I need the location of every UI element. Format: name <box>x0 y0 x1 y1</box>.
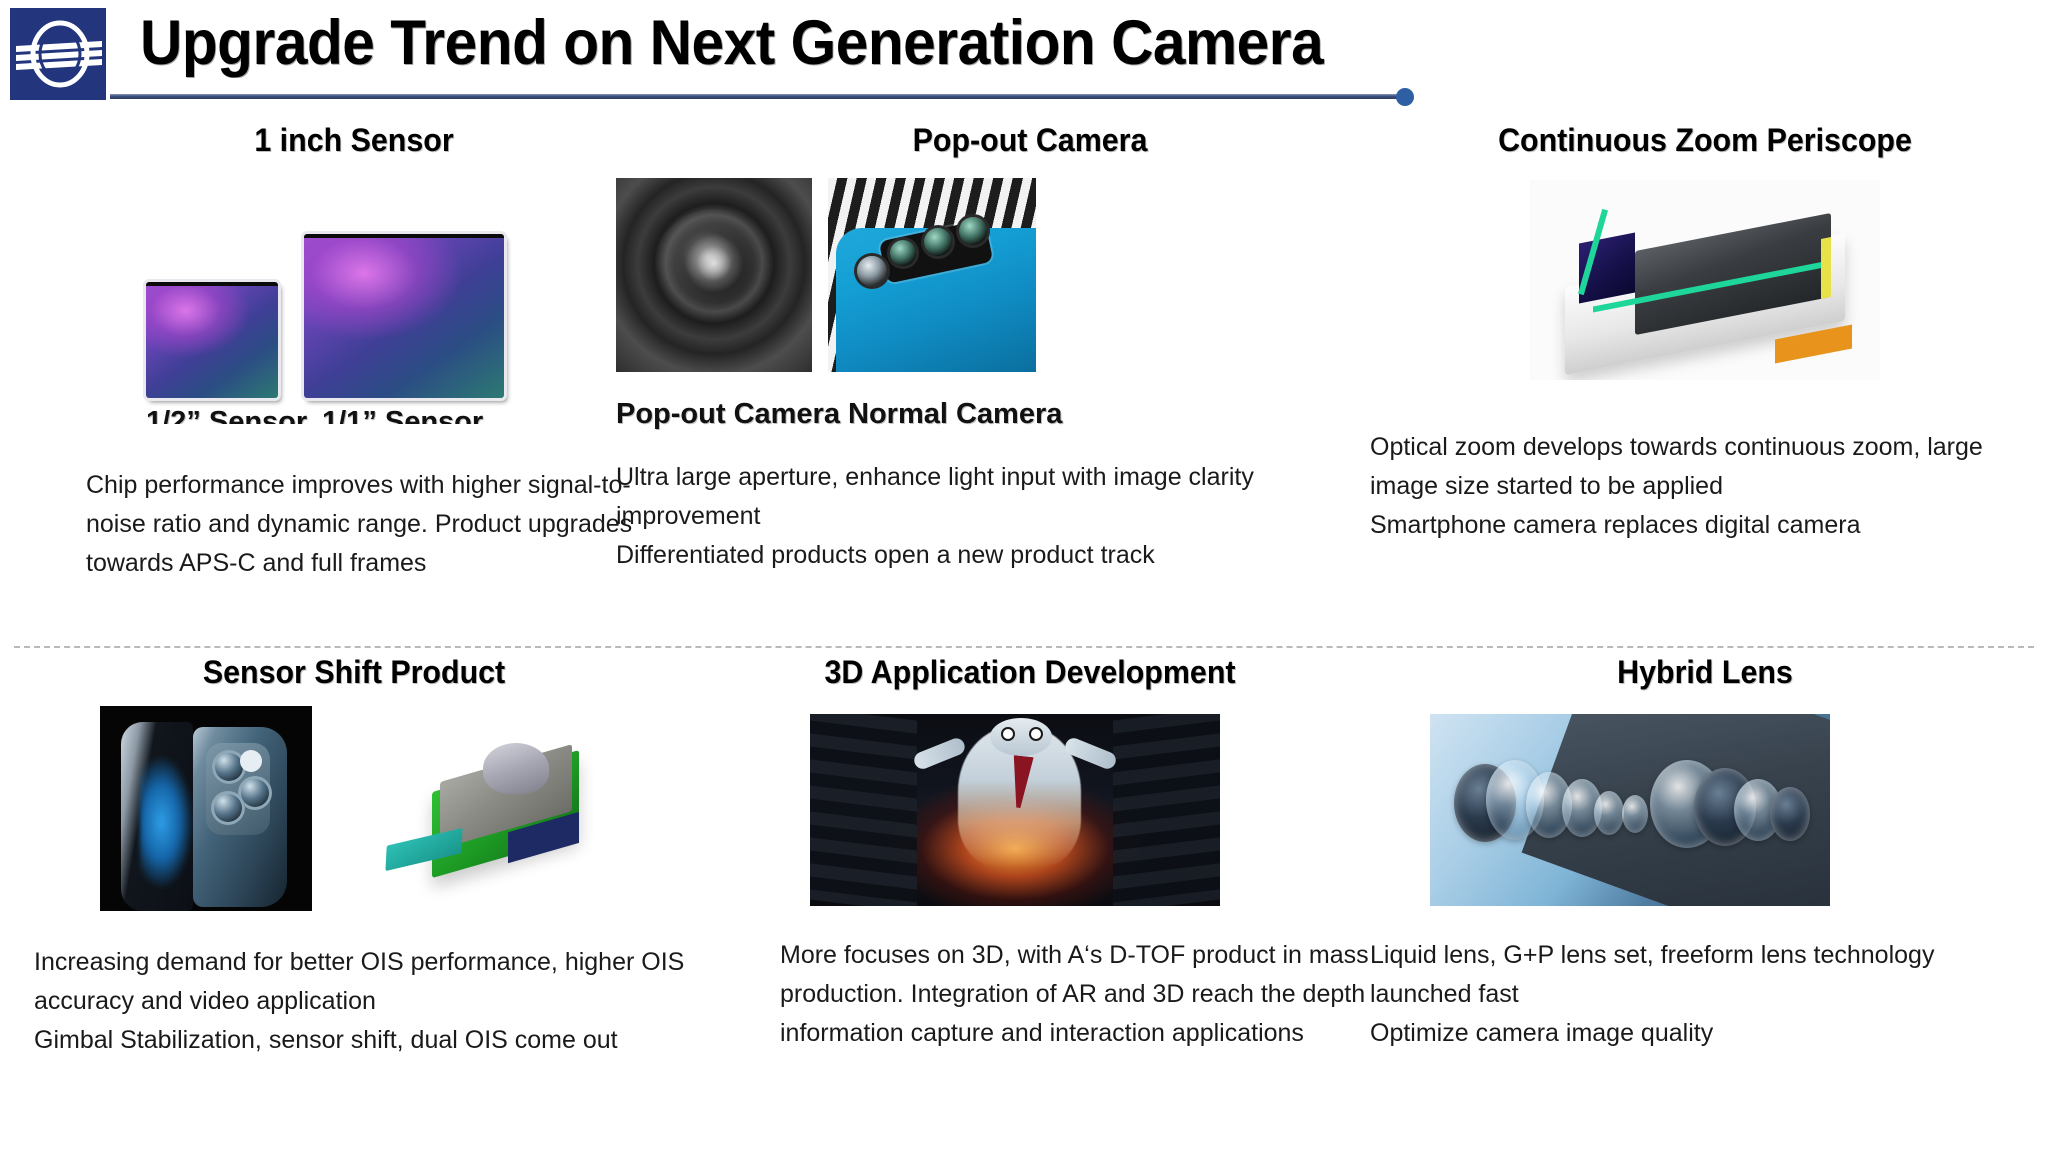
section-pop-out-camera: Pop-out Camera Pop-out Camera Normal Cam… <box>616 120 1360 575</box>
image-sensor-comparison: 1/2” Sensor 1/1” Sensor <box>14 174 694 424</box>
section-body-text: Increasing demand for better OIS perform… <box>34 948 685 1054</box>
caption-sensor-large: 1/1” Sensor <box>322 406 484 424</box>
caption-sensor-small: 1/2” Sensor <box>146 406 308 424</box>
image-sensor-large <box>304 234 504 398</box>
section-body-text: Optical zoom develops towards continuous… <box>1370 433 1983 539</box>
section-title: Continuous Zoom Periscope <box>1498 122 1912 158</box>
image-ois-actuator-module <box>366 712 620 908</box>
section-title: Hybrid Lens <box>1617 654 1793 690</box>
section-title: 1 inch Sensor <box>254 122 454 158</box>
image-normal-camera-phone <box>828 178 1036 372</box>
section-body-text: Ultra large aperture, enhance light inpu… <box>616 463 1254 569</box>
section-3d-application-development: 3D Application Development More focuses … <box>700 652 1369 1053</box>
image-hybrid-lens-stack <box>1430 714 1830 906</box>
caption-popout-camera: Pop-out Camera <box>616 398 840 430</box>
image-periscope-module <box>1530 180 1880 380</box>
page-title: Upgrade Trend on Next Generation Camera <box>140 8 1324 78</box>
section-sensor-shift-product: Sensor Shift Product Increasin <box>14 652 694 1060</box>
image-popout-lens <box>616 178 812 372</box>
section-body-text: Chip performance improves with higher si… <box>86 471 633 577</box>
section-title: 3D Application Development <box>824 654 1236 690</box>
image-sensor-small <box>146 282 278 398</box>
content-row-bottom: Sensor Shift Product Increasin <box>0 652 2048 1152</box>
section-continuous-zoom-periscope: Continuous Zoom Periscope Optical zoom d… <box>1370 120 2040 545</box>
company-logo <box>10 8 106 100</box>
section-body-text: More focuses on 3D, with A‘s D-TOF produ… <box>780 941 1369 1047</box>
page-header: Upgrade Trend on Next Generation Camera <box>0 0 2048 108</box>
section-one-inch-sensor: 1 inch Sensor 1/2” Sensor 1/1” Sensor Ch… <box>14 120 694 583</box>
title-underline-rule <box>110 94 1402 99</box>
image-smartphone-ois <box>100 706 312 911</box>
content-row-top: 1 inch Sensor 1/2” Sensor 1/1” Sensor Ch… <box>0 120 2048 640</box>
row-divider <box>14 646 2034 648</box>
section-title: Pop-out Camera <box>912 122 1148 158</box>
section-title: Sensor Shift Product <box>202 654 506 690</box>
image-3d-ar-scene <box>810 714 1220 906</box>
caption-normal-camera: Normal Camera <box>848 398 1063 430</box>
section-body-text: Liquid lens, G+P lens set, freeform lens… <box>1370 941 1935 1047</box>
title-end-dot <box>1396 88 1414 106</box>
section-hybrid-lens: Hybrid Lens Liquid lens, G+P lens set, f… <box>1370 652 2040 1053</box>
